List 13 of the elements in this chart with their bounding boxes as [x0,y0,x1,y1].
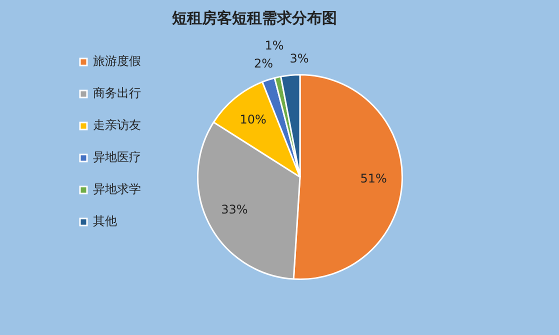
data-label: 10% [240,112,266,126]
legend-label: 异地医疗 [93,150,141,164]
data-label: 2% [254,56,273,71]
legend-label: 旅游度假 [93,54,141,68]
legend-label: 其他 [93,214,117,228]
legend-label: 走亲访友 [93,118,141,132]
data-label: 33% [221,202,248,217]
data-label: 51% [360,171,387,186]
legend-label: 商务出行 [93,86,141,100]
legend-label: 异地求学 [93,182,141,196]
chart-title: 短租房客短租需求分布图 [171,8,337,27]
data-label: 3% [290,51,309,66]
data-label: 1% [264,38,284,53]
